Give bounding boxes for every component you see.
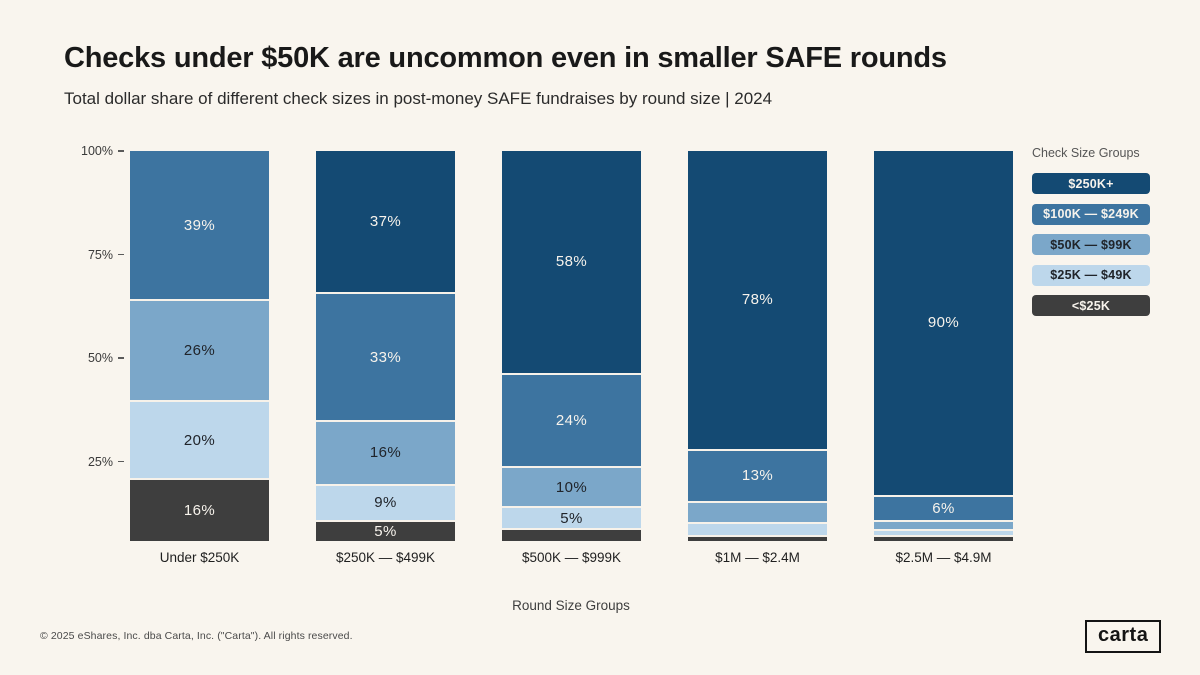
bar-segment bbox=[502, 527, 641, 541]
bar-segment: 13% bbox=[688, 448, 827, 501]
x-category-label: Under $250K bbox=[159, 550, 240, 565]
bar-column: 37% 33% 16% 9% 5% $250K — $499K bbox=[316, 151, 455, 565]
bar-segment: 78% bbox=[688, 151, 827, 449]
bar-segment-value-label: 20% bbox=[183, 431, 216, 449]
bar-segment-value-label: 6% bbox=[932, 499, 955, 517]
y-tick-mark bbox=[118, 357, 124, 359]
bar-segment: 6% bbox=[874, 494, 1013, 520]
stacked-bar: 37% 33% 16% 9% 5% bbox=[316, 151, 455, 541]
y-tick-label: 50% bbox=[87, 351, 113, 365]
stacked-bar: 58% 24% 10% 5% bbox=[502, 151, 641, 541]
bar-segment-value-label: 37% bbox=[369, 213, 402, 231]
y-tick: 75% bbox=[88, 248, 124, 262]
y-tick-label: 75% bbox=[87, 247, 113, 262]
y-tick: 50% bbox=[88, 351, 124, 365]
bar-segment: 58% bbox=[502, 151, 641, 373]
y-tick-mark bbox=[118, 460, 124, 463]
bar-segment: 20% bbox=[130, 400, 269, 479]
bar-segment: 5% bbox=[502, 506, 641, 528]
bar-segment: 16% bbox=[130, 478, 269, 541]
legend: Check Size Groups $250K+ $100K — $249K $50… bbox=[1032, 146, 1150, 326]
bar-segment-value-label: 26% bbox=[183, 342, 216, 360]
bar-segment-value-label: 5% bbox=[374, 522, 397, 540]
y-tick: 100% bbox=[81, 144, 124, 158]
bar-segment bbox=[874, 529, 1013, 536]
bar-segment: 5% bbox=[316, 519, 455, 541]
bar-column: 39% 26% 20% 16% Under $250K bbox=[130, 151, 269, 565]
bar-segment bbox=[688, 535, 827, 541]
legend-title: Check Size Groups bbox=[1032, 146, 1140, 160]
bar-segment-value-label: 5% bbox=[560, 509, 583, 527]
bar-segment-value-label: 16% bbox=[369, 444, 402, 462]
copyright-text: © 2025 eShares, Inc. dba Carta, Inc. ("C… bbox=[40, 630, 353, 642]
bar-segment: 37% bbox=[316, 151, 455, 293]
chart-subtitle: Total dollar share of different check si… bbox=[64, 89, 773, 108]
bar-segment: 16% bbox=[316, 420, 455, 484]
legend-item: $250K+ bbox=[1032, 173, 1150, 194]
x-category-label: $2.5M — $4.9M bbox=[895, 550, 992, 565]
carta-logo: carta bbox=[1085, 620, 1162, 653]
stacked-bar: 90% 6% bbox=[874, 151, 1013, 541]
y-tick-mark bbox=[118, 150, 124, 152]
legend-item: <$25K bbox=[1032, 295, 1150, 316]
carta-logo-text: carta bbox=[1098, 624, 1149, 646]
y-axis: 100% 75% 50% 25% bbox=[40, 144, 124, 565]
bar-segment: 24% bbox=[502, 372, 641, 467]
x-category-label: $1M — $2.4M bbox=[715, 550, 800, 565]
chart-title: Checks under $50K are uncommon even in s… bbox=[64, 42, 947, 74]
stacked-bar: 78% 13% bbox=[688, 151, 827, 541]
bar-segment-value-label: 33% bbox=[369, 348, 402, 366]
bar-segment-value-label: 10% bbox=[555, 478, 588, 496]
bar-segment: 33% bbox=[316, 292, 455, 421]
bar-column: 78% 13% $1M — $2.4M bbox=[688, 151, 827, 565]
bar-segment: 90% bbox=[874, 151, 1013, 495]
y-tick-mark bbox=[118, 253, 124, 256]
legend-item: $25K — $49K bbox=[1032, 264, 1150, 286]
y-tick: 25% bbox=[88, 455, 124, 469]
bar-segment bbox=[874, 535, 1013, 541]
bar-segment-value-label: 78% bbox=[741, 291, 774, 309]
x-category-label: $500K — $999K bbox=[521, 550, 622, 565]
bar-segment bbox=[688, 521, 827, 536]
bar-segment-value-label: 13% bbox=[741, 467, 774, 485]
x-category-label: $250K — $499K bbox=[335, 550, 436, 565]
y-tick-label: 100% bbox=[81, 144, 113, 158]
bar-segment-value-label: 24% bbox=[555, 411, 588, 429]
bar-segment-value-label: 39% bbox=[183, 216, 216, 234]
y-tick-label: 25% bbox=[87, 454, 113, 469]
bar-segment: 39% bbox=[130, 151, 269, 300]
bar-segment-value-label: 58% bbox=[555, 253, 588, 271]
bar-segment: 10% bbox=[502, 466, 641, 507]
legend-items: $250K+ $100K — $249K $50K — $99K $25K — $49… bbox=[1032, 173, 1150, 316]
x-axis-title: Round Size Groups bbox=[512, 598, 630, 613]
bar-segment-value-label: 16% bbox=[183, 502, 216, 520]
bar-segment-value-label: 9% bbox=[374, 494, 397, 512]
bar-segment: 9% bbox=[316, 483, 455, 520]
stacked-bar: 39% 26% 20% 16% bbox=[130, 151, 269, 541]
bar-column: 90% 6% $2.5M — $4.9M bbox=[874, 151, 1013, 565]
bar-segment bbox=[874, 519, 1013, 530]
legend-item: $100K — $249K bbox=[1032, 203, 1150, 225]
bar-segment-value-label: 90% bbox=[927, 314, 960, 332]
plot-area: 39% 26% 20% 16% Under $250K 37% 33% 16% 9% 5% $250… bbox=[130, 151, 1013, 565]
legend-item: $50K — $99K bbox=[1032, 234, 1150, 255]
bar-segment bbox=[688, 500, 827, 522]
bar-segment: 26% bbox=[130, 299, 269, 401]
bar-column: 58% 24% 10% 5% $500K — $999K bbox=[502, 151, 641, 565]
